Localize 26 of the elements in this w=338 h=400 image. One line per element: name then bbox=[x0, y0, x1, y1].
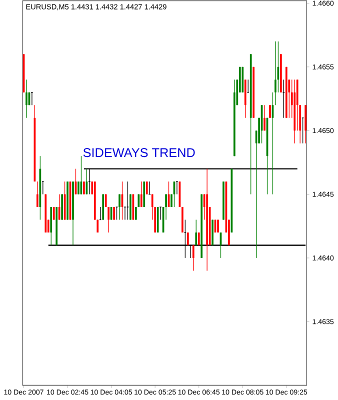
candlestick bbox=[192, 244, 194, 272]
candlestick bbox=[135, 206, 137, 220]
candlestick bbox=[140, 181, 142, 208]
candlestick bbox=[83, 181, 85, 195]
annotation: SIDEWAYS TREND bbox=[83, 148, 195, 158]
candlestick bbox=[78, 181, 80, 195]
candlestick bbox=[176, 181, 178, 195]
candlestick bbox=[52, 206, 55, 220]
candlestick bbox=[108, 206, 110, 233]
candlestick bbox=[116, 206, 118, 220]
candlestick bbox=[159, 206, 162, 220]
candlestick bbox=[58, 194, 60, 220]
candlestick bbox=[126, 181, 129, 220]
candlestick bbox=[269, 104, 271, 118]
candlestick bbox=[217, 219, 219, 233]
candlestick bbox=[195, 219, 198, 246]
candlestick bbox=[96, 219, 99, 233]
candlestick bbox=[274, 41, 276, 106]
candlestick bbox=[113, 206, 115, 220]
candlestick bbox=[42, 181, 44, 195]
candlestick bbox=[146, 181, 148, 195]
candlestick bbox=[264, 104, 266, 131]
candlestick bbox=[26, 79, 28, 118]
candlestick bbox=[124, 206, 126, 220]
candlestick bbox=[36, 181, 38, 208]
candlestick bbox=[118, 194, 120, 220]
